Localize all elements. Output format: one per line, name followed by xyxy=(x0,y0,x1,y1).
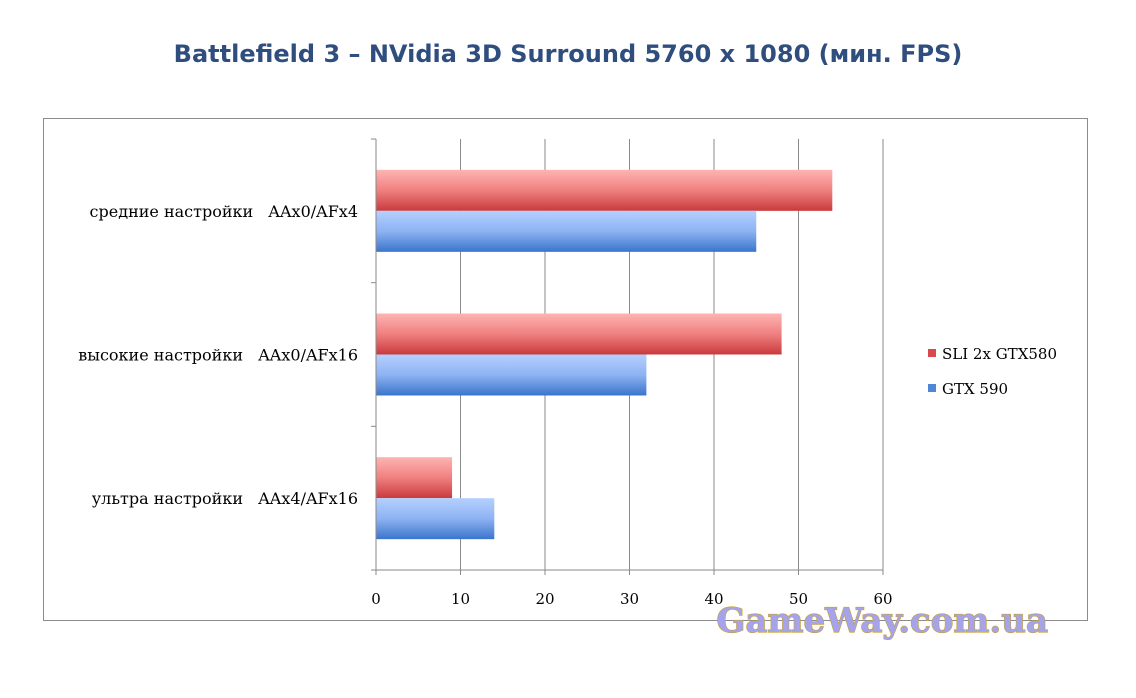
legend-label: SLI 2x GTX580 xyxy=(942,345,1057,363)
bar-sli-gtx580 xyxy=(376,457,453,499)
bar-sli-gtx580 xyxy=(376,169,833,211)
x-tick-label: 50 xyxy=(789,590,808,608)
category-label: средние настройки AAx0/AFx4 xyxy=(90,202,358,221)
bar-gtx590 xyxy=(376,210,757,252)
x-tick-label: 40 xyxy=(704,590,723,608)
x-tick-label: 0 xyxy=(371,590,381,608)
category-label: высокие настройки AAx0/AFx16 xyxy=(78,346,358,365)
legend-label: GTX 590 xyxy=(942,380,1008,398)
chart-area-border xyxy=(43,118,1088,621)
x-tick-label: 10 xyxy=(451,590,470,608)
x-tick-label: 30 xyxy=(620,590,639,608)
bar-gtx590 xyxy=(376,354,647,396)
bar-sli-gtx580 xyxy=(376,313,782,355)
watermark-logo: GameWay.com.ua xyxy=(716,601,1048,641)
legend-swatch xyxy=(928,349,936,357)
category-label: ультра настройки AAx4/AFx16 xyxy=(92,489,358,508)
bar-gtx590 xyxy=(376,498,495,540)
x-tick-label: 60 xyxy=(873,590,892,608)
x-tick-label: 20 xyxy=(535,590,554,608)
chart-title: Battlefield 3 – NVidia 3D Surround 5760 … xyxy=(173,40,963,68)
legend-swatch xyxy=(928,384,936,392)
